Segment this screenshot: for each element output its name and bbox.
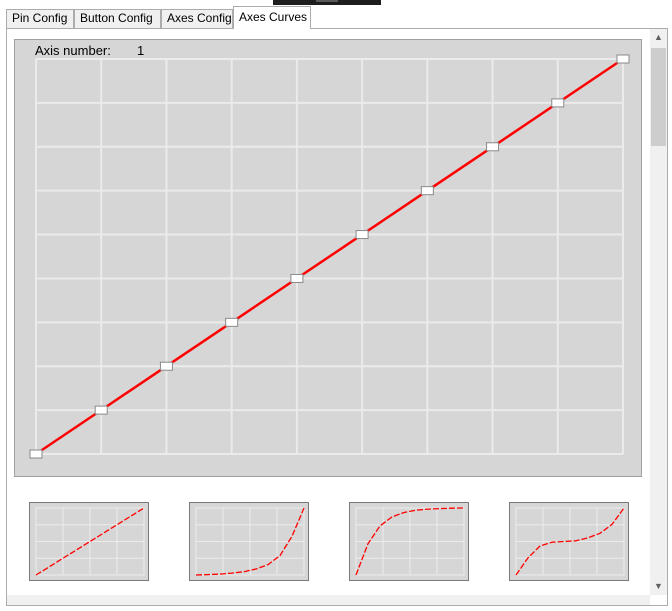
tab-axes-curves[interactable]: Axes Curves — [233, 6, 311, 29]
scroll-down-icon[interactable]: ▼ — [654, 581, 663, 591]
thumb-curve-line — [35, 507, 145, 576]
axis-curve-editor[interactable] — [14, 39, 642, 477]
curve-point-handle[interactable] — [486, 142, 500, 152]
curve-point-handle[interactable] — [420, 186, 434, 196]
curve-point-handle[interactable] — [355, 230, 369, 240]
vertical-scrollbar[interactable]: ▲ ▼ — [650, 29, 667, 595]
horizontal-scrollbar[interactable] — [7, 595, 650, 605]
s-curve-icon — [515, 507, 625, 576]
curve-series-line — [35, 57, 624, 456]
scroll-up-icon[interactable]: ▲ — [654, 32, 663, 42]
scroll-thumb[interactable] — [651, 48, 666, 146]
tab-axes-config[interactable]: Axes Config — [161, 9, 233, 28]
curve-point-handle[interactable] — [290, 273, 304, 283]
thumb-curve-line — [515, 507, 625, 576]
curve-point-handle[interactable] — [225, 317, 239, 327]
thumb-curve-line — [355, 507, 465, 576]
title-bar-segment — [316, 0, 338, 2]
preset-s-curve-button[interactable] — [509, 502, 629, 581]
logarithmic-curve-icon — [355, 507, 465, 576]
exponential-curve-icon — [195, 507, 305, 576]
axis-number-label: Axis number: — [35, 43, 111, 58]
linear-curve-icon — [35, 507, 145, 576]
preset-linear-button[interactable] — [29, 502, 149, 581]
preset-logarithmic-button[interactable] — [349, 502, 469, 581]
curve-point-handle[interactable] — [551, 98, 565, 108]
thumb-curve-line — [195, 507, 305, 576]
preset-exponential-button[interactable] — [189, 502, 309, 581]
axis-number-value: 1 — [137, 43, 145, 58]
curve-chart-svg[interactable] — [15, 40, 641, 476]
window-title-bar — [273, 0, 381, 5]
curve-point-handle[interactable] — [616, 54, 630, 64]
curve-point-handle[interactable] — [29, 449, 43, 459]
tab-pin-config[interactable]: Pin Config — [6, 9, 74, 28]
curve-point-handle[interactable] — [159, 361, 173, 371]
tab-button-config[interactable]: Button Config — [74, 9, 161, 28]
curve-point-handle[interactable] — [94, 405, 108, 415]
